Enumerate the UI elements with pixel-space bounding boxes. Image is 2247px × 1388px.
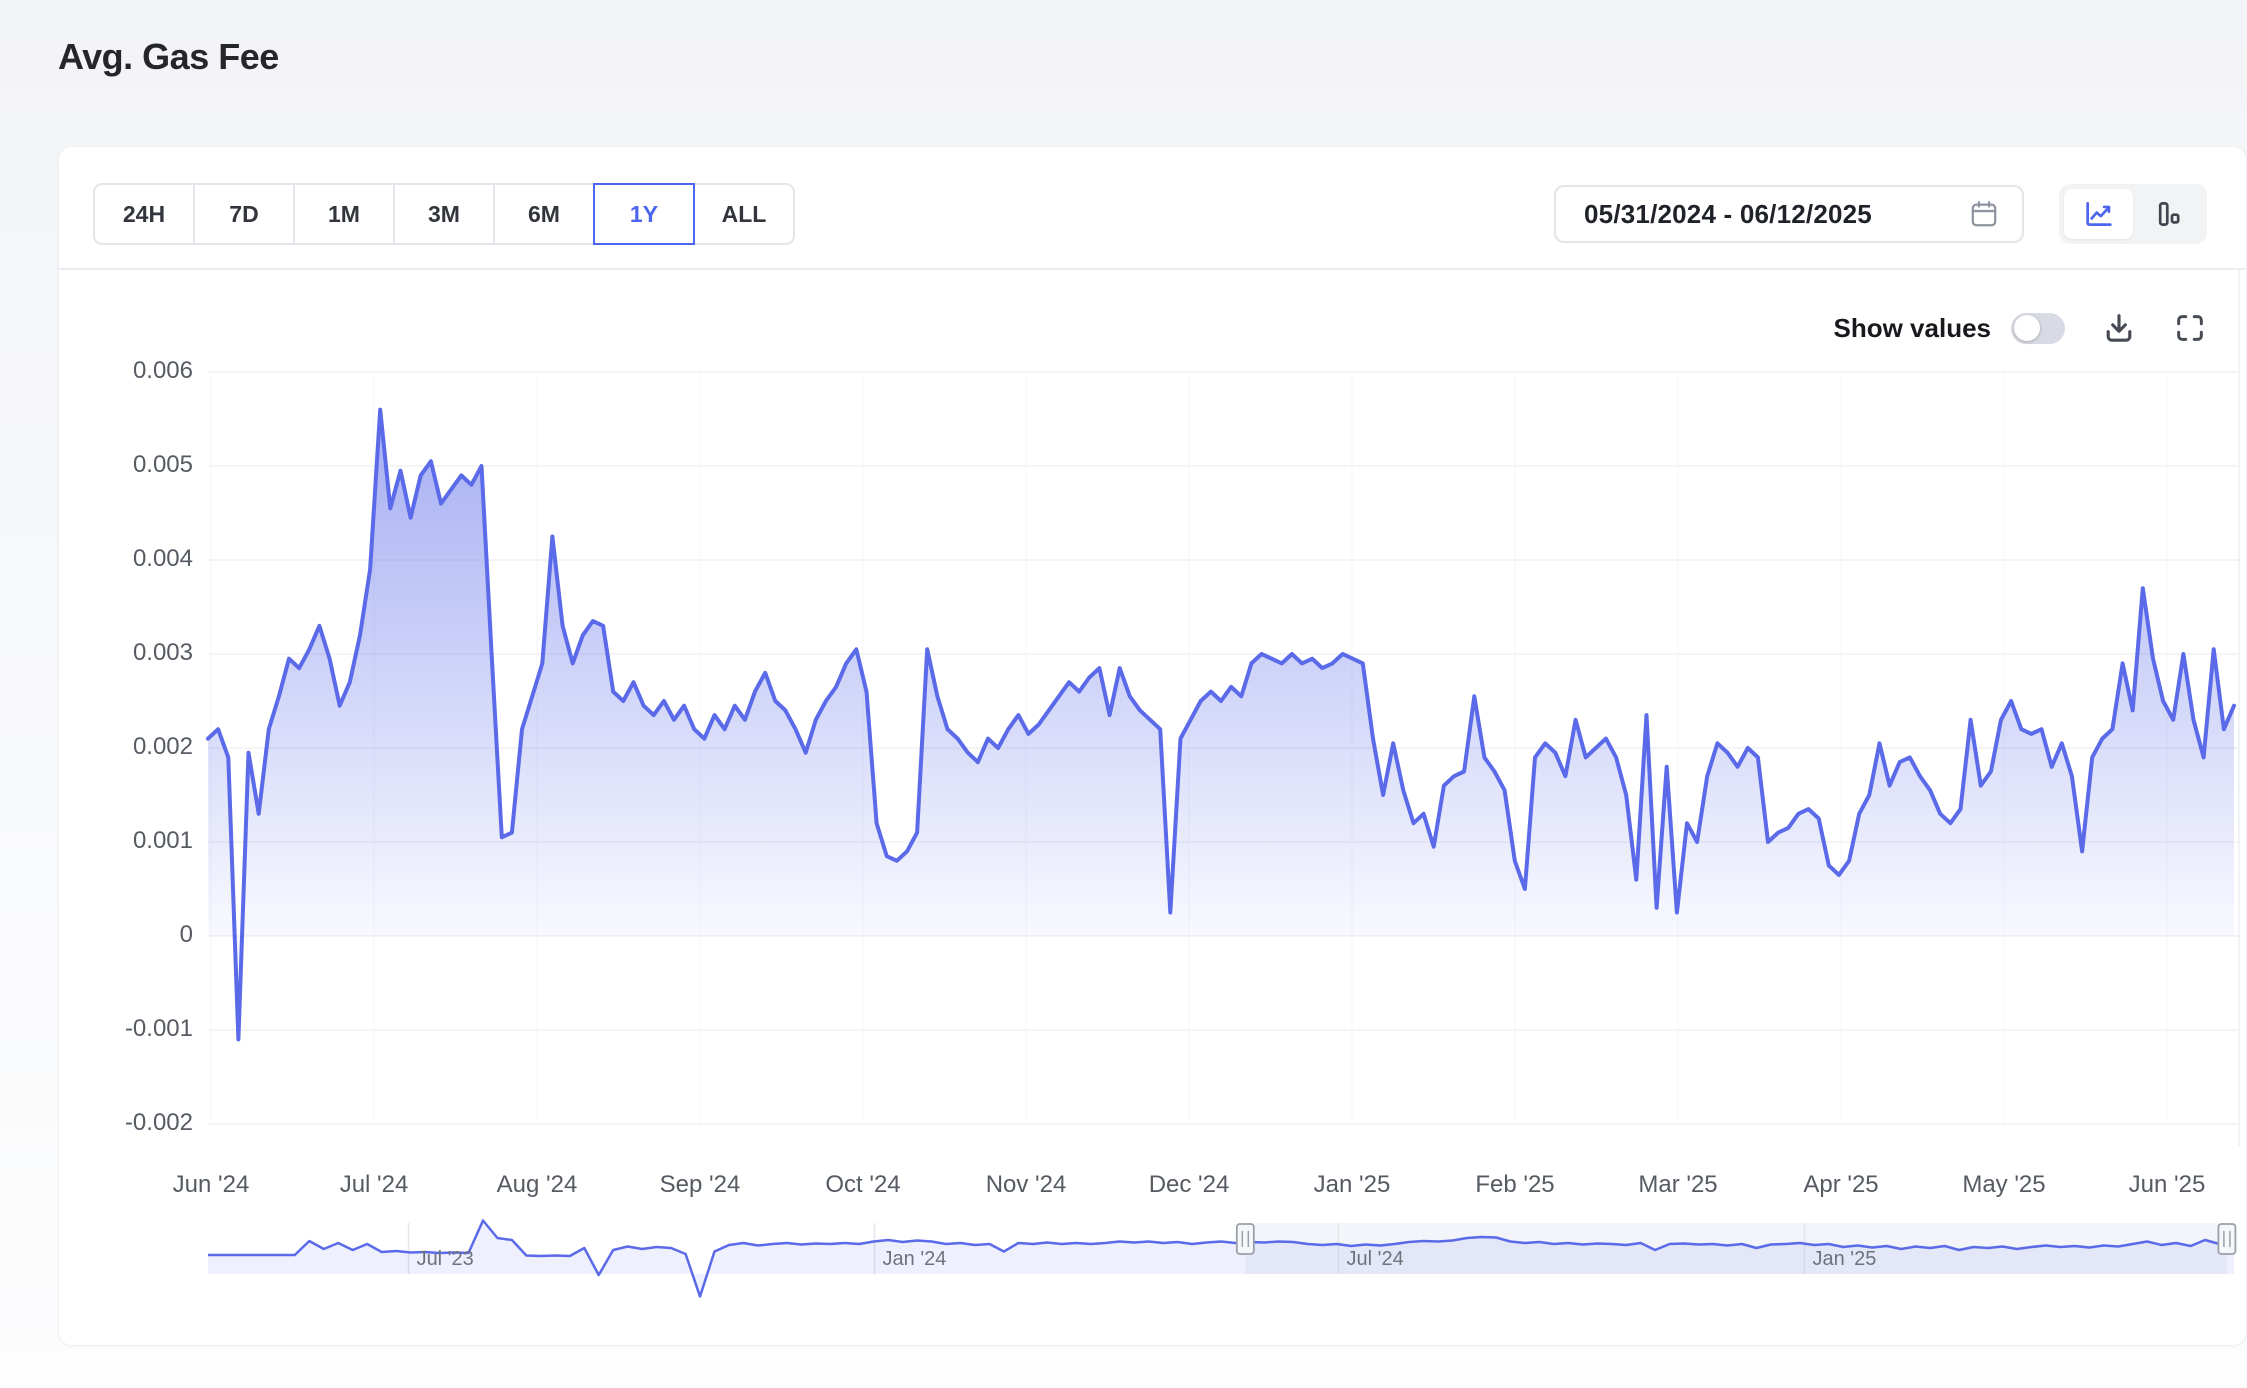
x-axis-label: Jul '24 [339, 1171, 409, 1198]
bar-chart-type-button[interactable] [2133, 189, 2202, 239]
navigator-left-handle[interactable] [1235, 1223, 1255, 1255]
y-axis-label: 0.005 [132, 451, 193, 478]
y-axis-label: 0 [179, 921, 193, 948]
x-axis-label: Dec '24 [1148, 1171, 1230, 1198]
x-axis-label: Jun '24 [172, 1171, 250, 1198]
x-axis-label: Oct '24 [825, 1171, 901, 1198]
bar-chart-icon [2158, 202, 2180, 226]
navigator-line [208, 1219, 2235, 1298]
download-button[interactable] [2101, 310, 2137, 346]
range-button-all[interactable]: ALL [693, 183, 795, 245]
range-button-1m[interactable]: 1M [293, 183, 395, 245]
line-chart-type-button[interactable] [2064, 189, 2133, 239]
chart-card: 0.006 0.005 0.004 0.003 0.002 0.001 0 -0.001 -0.… [58, 146, 2247, 1346]
navigator-label: Jul '23 [416, 1248, 474, 1270]
y-axis-label: -0.002 [124, 1109, 193, 1136]
chart-type-switcher [2059, 184, 2207, 244]
x-axis-label: Sep '24 [659, 1171, 741, 1198]
gas-fee-area-fill [208, 409, 2234, 1040]
x-axis-label: May '25 [1962, 1171, 2046, 1198]
navigator-selection[interactable] [1245, 1223, 2227, 1274]
y-axis-label: 0.004 [132, 545, 193, 572]
navigator-right-handle[interactable] [2217, 1223, 2237, 1255]
x-axis-label: Aug '24 [496, 1171, 578, 1198]
date-range-picker[interactable]: 05/31/2024 - 06/12/2025 [1554, 185, 2024, 243]
navigator-label: Jan '24 [882, 1248, 947, 1270]
range-button-24h[interactable]: 24H [93, 183, 195, 245]
navigator-label: Jan '25 [1812, 1248, 1877, 1270]
chart-controls: Show values [59, 305, 2207, 351]
x-axis-label: Apr '25 [1803, 1171, 1879, 1198]
fullscreen-button[interactable] [2173, 311, 2207, 345]
y-axis-label: -0.001 [124, 1015, 193, 1042]
download-icon [2106, 314, 2132, 342]
gas-fee-line [206, 407, 2236, 1042]
range-button-6m[interactable]: 6M [493, 183, 595, 245]
x-axis-label: Jan '25 [1313, 1171, 1391, 1198]
y-axis-label: 0.002 [132, 733, 193, 760]
toolbar-divider [59, 268, 2246, 270]
show-values-toggle[interactable] [2011, 312, 2065, 344]
date-range-value: 05/31/2024 - 06/12/2025 [1584, 198, 1872, 229]
toggle-knob [2014, 315, 2040, 341]
x-axis-label: Mar '25 [1638, 1171, 1718, 1198]
y-axis-label: 0.006 [132, 357, 193, 384]
page-title: Avg. Gas Fee [58, 36, 279, 77]
range-button-3m[interactable]: 3M [393, 183, 495, 245]
toolbar: 24H 7D 1M 3M 6M 1Y ALL 05/31/2024 - 06/12/2025 [59, 147, 2246, 269]
range-button-group: 24H 7D 1M 3M 6M 1Y ALL [93, 183, 795, 245]
calendar-icon [1968, 198, 2000, 230]
navigator-area-fill [208, 1220, 2234, 1297]
range-button-1y[interactable]: 1Y [593, 183, 695, 245]
fullscreen-icon [2177, 315, 2203, 341]
navigator-label: Jul '24 [1346, 1248, 1404, 1270]
y-axis-label: 0.001 [132, 827, 193, 854]
show-values-label: Show values [1833, 312, 1992, 343]
y-axis-label: 0.003 [132, 639, 193, 666]
range-button-7d[interactable]: 7D [193, 183, 295, 245]
line-chart-icon [2085, 202, 2112, 226]
x-axis-label: Jun '25 [2128, 1171, 2206, 1198]
x-axis-label: Nov '24 [985, 1171, 1067, 1198]
x-axis-label: Feb '25 [1475, 1171, 1555, 1198]
